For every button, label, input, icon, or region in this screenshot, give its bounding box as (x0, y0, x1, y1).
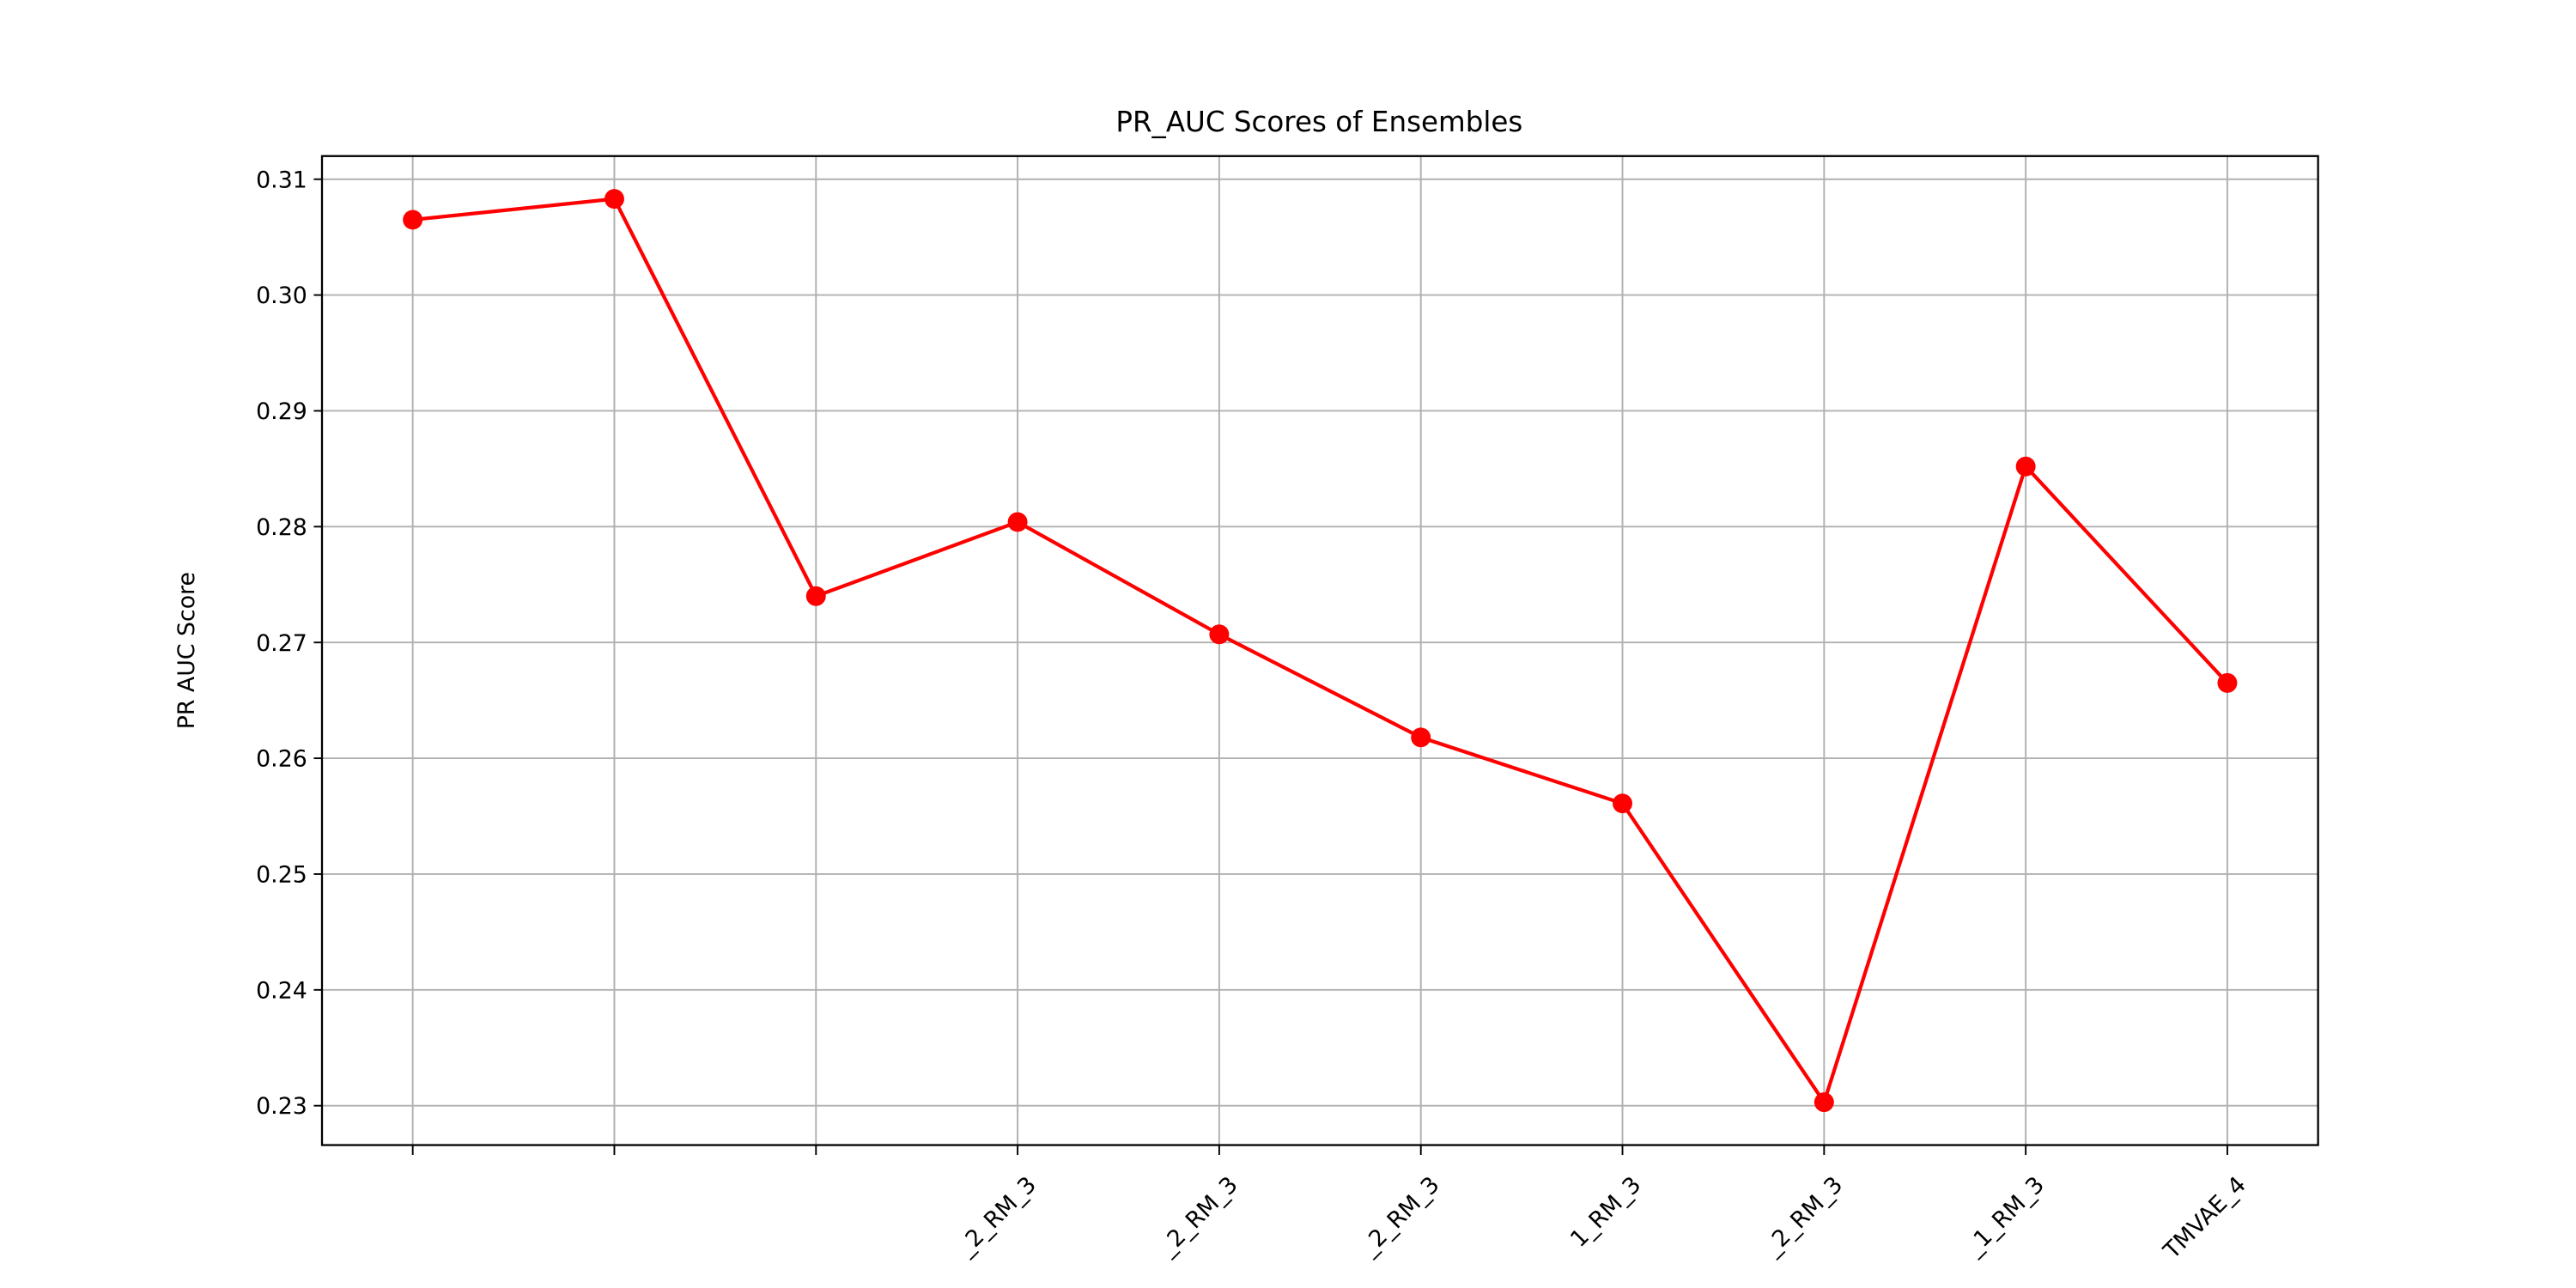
marker (2217, 672, 2238, 693)
marker (403, 210, 423, 230)
marker (604, 189, 624, 210)
x-tick-label: TMVAE_4 (2158, 1171, 2251, 1265)
x-tick-label: 1_RM_3 (1565, 1171, 1646, 1252)
marker (2015, 456, 2036, 477)
y-tick-label: 0.24 (256, 977, 307, 1004)
y-tick-label: 0.31 (256, 167, 307, 193)
marker (1411, 727, 1431, 748)
chart-title: PR_AUC Scores of Ensembles (1115, 106, 1522, 138)
plot-frame (320, 155, 2319, 1146)
marker (1613, 793, 1633, 814)
y-tick-label: 0.29 (256, 398, 307, 425)
y-tick-label: 0.30 (256, 283, 307, 309)
y-tick-label: 0.26 (256, 746, 307, 773)
x-tick-label: _2_RM_3 (1153, 1171, 1243, 1261)
marker (805, 586, 826, 606)
line (412, 197, 2229, 1107)
marker (1007, 512, 1028, 532)
y-axis-label: PR AUC Score (173, 572, 200, 729)
y-tick-label: 0.25 (256, 862, 307, 889)
x-tick-label: _2_RM_3 (951, 1171, 1042, 1261)
x-tick-label: _1_RM_3 (1959, 1171, 2050, 1261)
y-tick-label: 0.23 (256, 1093, 307, 1120)
x-tick-label: _2_RM_3 (1355, 1171, 1445, 1261)
y-tick-label: 0.28 (256, 514, 307, 541)
marker (1209, 624, 1230, 645)
x-tick-label: _2_RM_3 (1759, 1171, 1849, 1261)
marker (1814, 1092, 1834, 1113)
y-tick-label: 0.27 (256, 630, 307, 657)
